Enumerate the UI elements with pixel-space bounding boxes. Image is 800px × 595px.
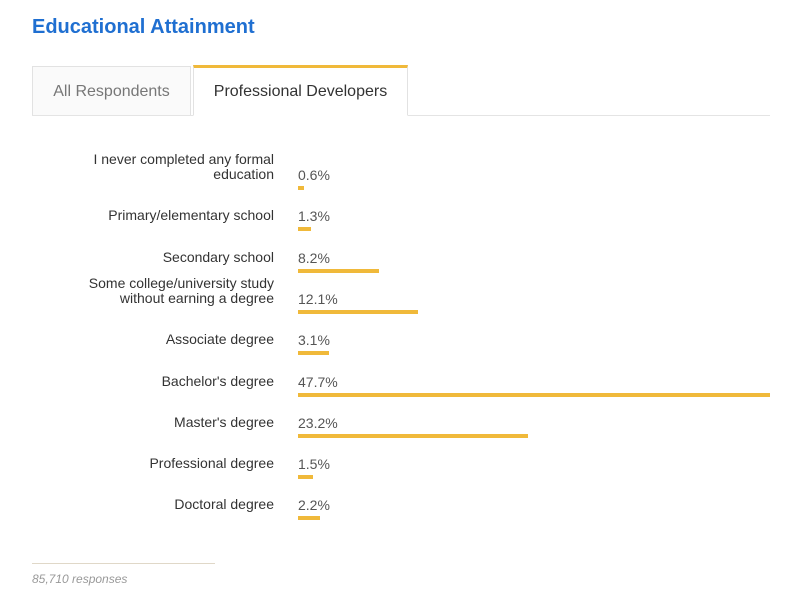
tab-all-respondents[interactable]: All Respondents <box>32 66 191 116</box>
bar <box>298 268 380 273</box>
value-label: 8.2% <box>298 249 330 266</box>
footer-divider <box>32 563 215 564</box>
bar-chart: I never completed any formal education 0.6… <box>0 150 800 530</box>
category-label-line: Secondary school <box>162 248 274 265</box>
category-label-line: Master's degree <box>174 413 274 430</box>
bar <box>298 186 304 190</box>
bar <box>298 227 311 232</box>
bar <box>298 475 313 480</box>
tab-label: Professional Developers <box>213 82 388 100</box>
bar <box>298 309 418 314</box>
category-label: Bachelor's degree <box>44 372 274 389</box>
value-label: 3.1% <box>298 332 330 349</box>
bar <box>298 433 528 438</box>
tab-label: All Respondents <box>53 82 170 100</box>
bar <box>298 351 329 356</box>
value-label: 1.3% <box>298 208 330 225</box>
category-label: Associate degree <box>44 332 274 347</box>
category-label-line: education <box>213 166 274 182</box>
category-label: I never completed any formal education <box>44 152 274 182</box>
category-label: Master's degree <box>44 413 274 430</box>
tab-professional-developers[interactable]: Professional Developers <box>193 65 408 116</box>
chart-title: Educational Attainment <box>32 16 255 38</box>
responses-count: 85,710 responses <box>32 572 128 586</box>
value-label: 2.2% <box>298 497 330 514</box>
category-label: Secondary school <box>44 248 274 265</box>
category-label-line: Some college/university study <box>88 274 274 291</box>
category-label-line: Primary/elementary school <box>108 207 274 224</box>
category-label: Doctoral degree <box>44 497 274 512</box>
bar <box>298 516 320 521</box>
value-label: 23.2% <box>298 414 338 431</box>
category-label-line: Professional degree <box>149 455 274 472</box>
value-label: 12.1% <box>298 290 338 307</box>
value-label: 1.5% <box>298 456 330 473</box>
category-label-line: without earning a degree <box>119 289 274 306</box>
value-label: 47.7% <box>298 373 338 390</box>
value-label: 0.6% <box>298 167 330 183</box>
category-label-line: Doctoral degree <box>174 496 274 513</box>
bar <box>298 392 770 397</box>
category-label: Primary/elementary school <box>44 208 274 223</box>
category-label-line: Associate degree <box>165 331 274 348</box>
category-label: Professional degree <box>44 456 274 471</box>
category-label: Some college/university study without ear… <box>44 274 274 306</box>
category-label-line: I never completed any formal <box>93 151 274 167</box>
category-label-line: Bachelor's degree <box>161 372 274 389</box>
